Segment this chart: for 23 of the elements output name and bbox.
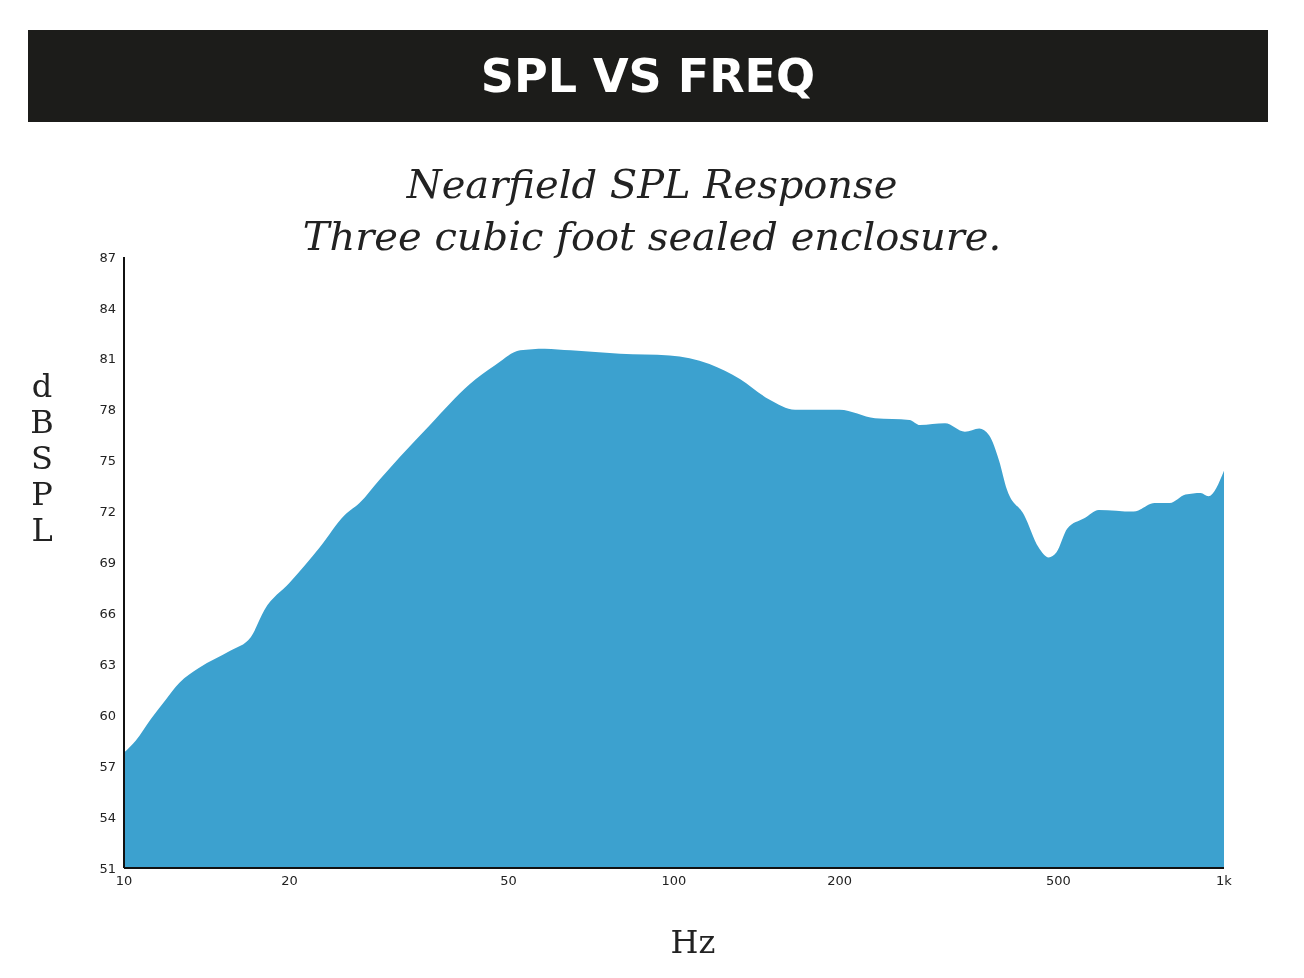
y-tick-label: 87 — [99, 249, 116, 265]
y-tick-label: 78 — [99, 402, 116, 418]
x-tick-label: 200 — [827, 873, 852, 889]
y-tick-label: 69 — [99, 555, 116, 571]
y-tick-label: 51 — [99, 860, 116, 876]
y-tick-label: 75 — [99, 453, 116, 469]
y-tick-label: 84 — [99, 300, 116, 316]
x-tick-label: 20 — [281, 873, 298, 889]
x-tick-label: 100 — [661, 873, 687, 889]
y-axis-title: dBSPL — [29, 367, 55, 549]
y-tick-label: 54 — [99, 809, 116, 825]
x-axis-title: Hz — [669, 923, 717, 961]
x-tick-label: 10 — [115, 873, 133, 889]
chart-title: SPL VS FREQ — [28, 30, 1268, 122]
y-tick-label: 81 — [99, 351, 116, 367]
y-tick-label: 60 — [99, 707, 116, 723]
y-tick-label: 72 — [99, 504, 116, 520]
x-tick-label: 1k — [1216, 873, 1233, 889]
x-tick-label: 500 — [1046, 873, 1071, 889]
y-tick-label: 66 — [99, 606, 116, 622]
y-tick-label: 57 — [99, 758, 116, 774]
y-tick-label: 63 — [99, 656, 116, 672]
x-tick-label: 50 — [500, 873, 517, 889]
